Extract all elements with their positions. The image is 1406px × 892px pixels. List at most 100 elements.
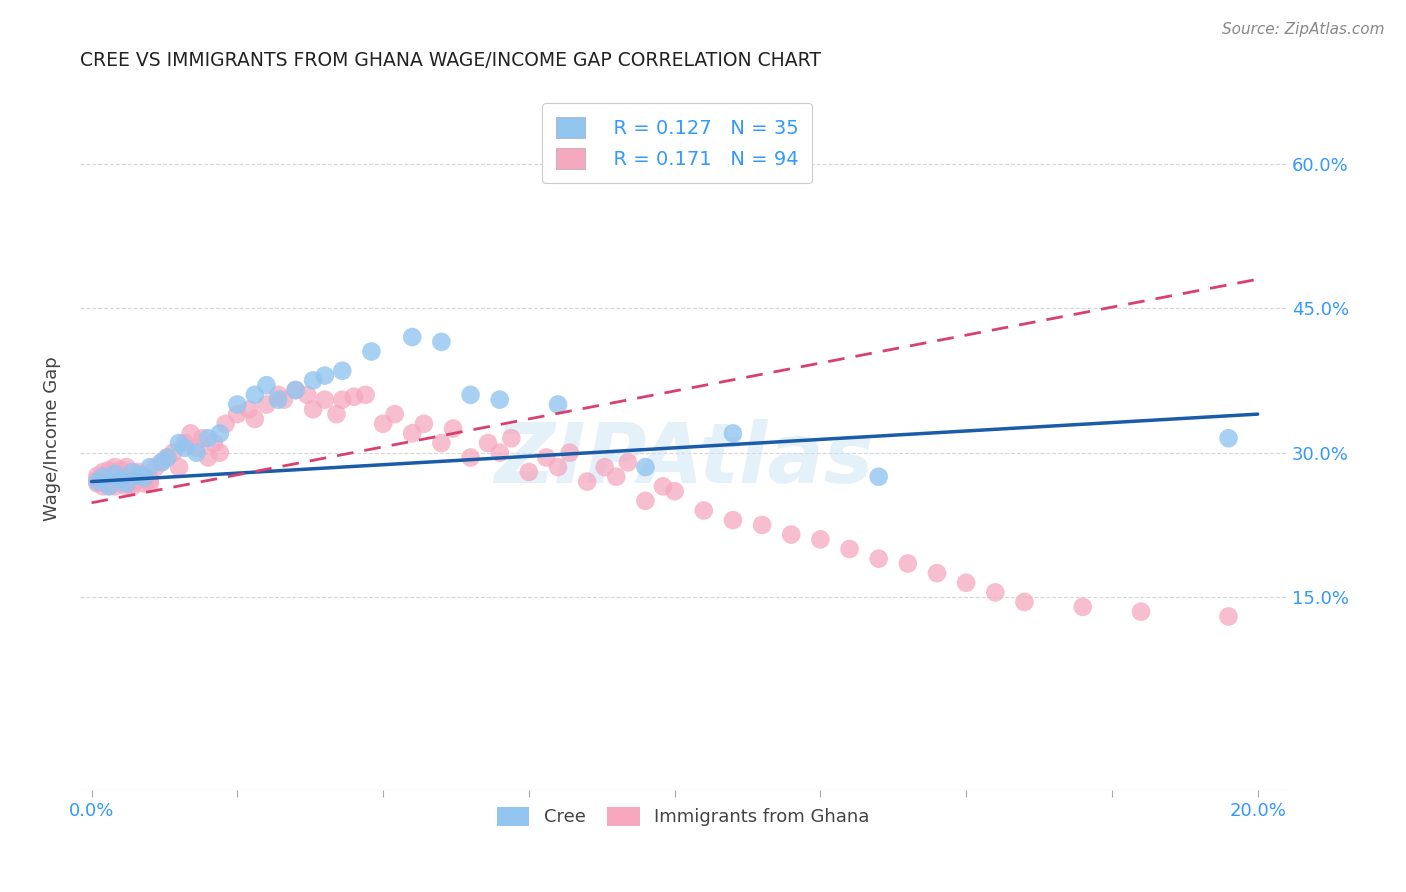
Point — [91, 479, 114, 493]
Point — [127, 468, 149, 483]
Point — [127, 473, 149, 487]
Point — [576, 475, 599, 489]
Point — [167, 460, 190, 475]
Point — [314, 368, 336, 383]
Point — [517, 465, 540, 479]
Point — [441, 421, 464, 435]
Point — [267, 392, 290, 407]
Point — [121, 469, 143, 483]
Point — [868, 469, 890, 483]
Point — [127, 467, 149, 481]
Point — [1218, 609, 1240, 624]
Point — [664, 484, 686, 499]
Point — [955, 575, 977, 590]
Point — [162, 445, 184, 459]
Point — [139, 460, 162, 475]
Point — [156, 450, 179, 465]
Point — [330, 364, 353, 378]
Point — [721, 513, 744, 527]
Point — [104, 460, 127, 475]
Point — [477, 436, 499, 450]
Point — [693, 503, 716, 517]
Point — [314, 392, 336, 407]
Point — [925, 566, 948, 581]
Point — [721, 426, 744, 441]
Point — [267, 388, 290, 402]
Point — [214, 417, 236, 431]
Text: ZIPAtlas: ZIPAtlas — [494, 419, 873, 500]
Point — [208, 445, 231, 459]
Point — [173, 436, 195, 450]
Point — [156, 450, 179, 465]
Point — [780, 527, 803, 541]
Point — [191, 431, 214, 445]
Point — [186, 445, 208, 459]
Point — [91, 465, 114, 479]
Point — [371, 417, 394, 431]
Point — [121, 476, 143, 491]
Point — [808, 533, 831, 547]
Point — [325, 407, 347, 421]
Point — [256, 378, 278, 392]
Point — [167, 436, 190, 450]
Point — [558, 445, 581, 459]
Point — [115, 476, 138, 491]
Point — [605, 469, 627, 483]
Point — [488, 445, 510, 459]
Point — [501, 431, 523, 445]
Point — [1014, 595, 1036, 609]
Point — [110, 473, 132, 487]
Point — [751, 517, 773, 532]
Point — [343, 390, 366, 404]
Point — [132, 471, 155, 485]
Point — [91, 475, 114, 489]
Point — [202, 436, 225, 450]
Point — [430, 334, 453, 349]
Point — [593, 460, 616, 475]
Point — [256, 397, 278, 411]
Point — [430, 436, 453, 450]
Point — [401, 426, 423, 441]
Point — [132, 469, 155, 483]
Point — [104, 473, 127, 487]
Point — [150, 455, 173, 469]
Point — [91, 469, 114, 483]
Point — [86, 476, 108, 491]
Point — [460, 450, 482, 465]
Point — [547, 397, 569, 411]
Point — [197, 450, 219, 465]
Point — [91, 469, 114, 483]
Point — [384, 407, 406, 421]
Point — [547, 460, 569, 475]
Legend: Cree, Immigrants from Ghana: Cree, Immigrants from Ghana — [489, 799, 877, 834]
Point — [98, 469, 121, 483]
Point — [197, 431, 219, 445]
Point — [110, 463, 132, 477]
Point — [110, 476, 132, 491]
Point — [121, 465, 143, 479]
Point — [297, 388, 319, 402]
Point — [121, 479, 143, 493]
Point — [838, 541, 860, 556]
Point — [104, 467, 127, 481]
Point — [634, 460, 657, 475]
Point — [354, 388, 377, 402]
Point — [226, 397, 249, 411]
Point — [173, 441, 195, 455]
Point — [104, 479, 127, 493]
Point — [86, 473, 108, 487]
Y-axis label: Wage/Income Gap: Wage/Income Gap — [44, 356, 60, 521]
Point — [1130, 605, 1153, 619]
Point — [243, 412, 266, 426]
Point — [139, 476, 162, 491]
Point — [208, 426, 231, 441]
Text: Source: ZipAtlas.com: Source: ZipAtlas.com — [1222, 22, 1385, 37]
Text: CREE VS IMMIGRANTS FROM GHANA WAGE/INCOME GAP CORRELATION CHART: CREE VS IMMIGRANTS FROM GHANA WAGE/INCOM… — [80, 51, 821, 70]
Point — [98, 467, 121, 481]
Point — [115, 460, 138, 475]
Point — [115, 479, 138, 493]
Point — [302, 373, 325, 387]
Point — [412, 417, 434, 431]
Point — [302, 402, 325, 417]
Point — [98, 463, 121, 477]
